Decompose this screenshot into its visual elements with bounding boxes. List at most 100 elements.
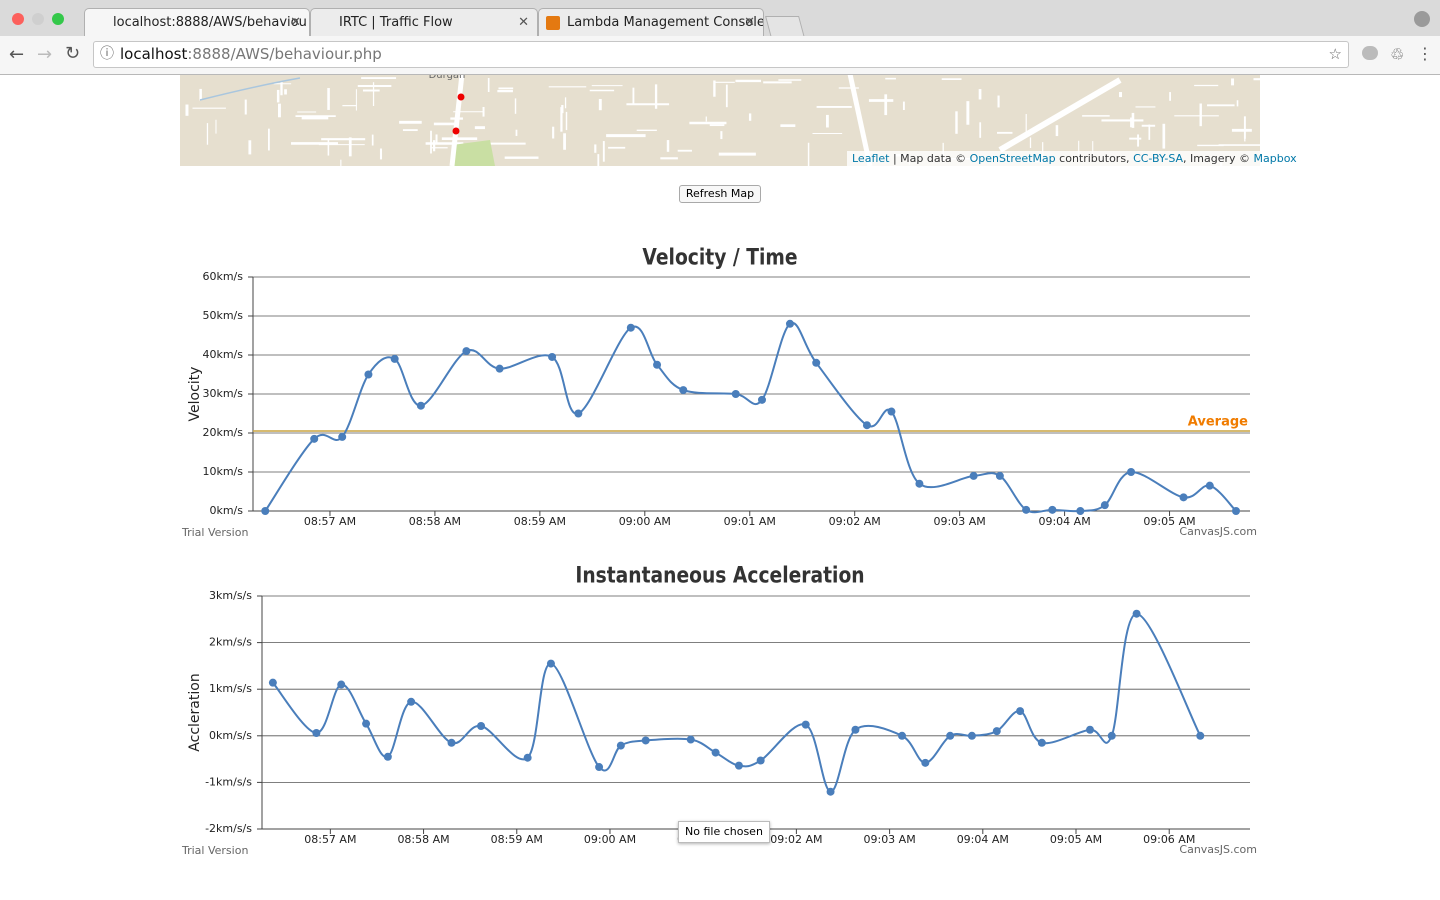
- data-point: [268, 678, 277, 687]
- data-point: [477, 722, 486, 731]
- data-point: [785, 319, 794, 328]
- x-tick-label: 09:03 AM: [863, 833, 915, 846]
- zoom-dot[interactable]: [52, 13, 64, 25]
- x-tick-label: 08:57 AM: [304, 515, 356, 528]
- data-point: [921, 758, 930, 767]
- data-point: [851, 725, 860, 734]
- data-point: [616, 741, 625, 750]
- y-tick-label: -2km/s/s: [205, 822, 252, 835]
- extension[interactable]: [1362, 46, 1378, 60]
- data-point: [1205, 481, 1214, 490]
- attribution-link[interactable]: OpenStreetMap: [969, 152, 1056, 165]
- tab-title: Lambda Management Console: [567, 15, 764, 30]
- data-point: [1022, 505, 1031, 514]
- chart-title: Velocity / Time: [642, 244, 797, 270]
- data-point: [1037, 738, 1046, 747]
- reload[interactable]: ↻: [65, 43, 81, 64]
- data-point: [1232, 507, 1241, 515]
- close-dot[interactable]: [12, 13, 24, 25]
- data-point: [679, 386, 688, 395]
- menu[interactable]: ⋮: [1417, 44, 1433, 63]
- data-point: [801, 720, 810, 729]
- x-tick-label: 08:59 AM: [491, 833, 543, 846]
- data-point: [1107, 731, 1116, 740]
- y-tick-label: -1km/s/s: [205, 775, 252, 788]
- y-tick-label: 1km/s/s: [209, 682, 252, 695]
- data-point: [862, 421, 871, 430]
- profile[interactable]: [1414, 11, 1430, 27]
- address-bar[interactable]: ⓘ localhost:8888/AWS/behaviour.php ☆: [93, 41, 1349, 68]
- data-point: [310, 434, 319, 443]
- line-series: [264, 322, 1237, 514]
- data-point: [898, 731, 907, 740]
- x-tick-label: 09:02 AM: [770, 833, 822, 846]
- data-point: [383, 752, 392, 761]
- y-tick-label: 0km/s/s: [209, 729, 252, 742]
- x-tick-label: 09:06 AM: [1143, 833, 1195, 846]
- data-point: [812, 358, 821, 367]
- main-road: [847, 73, 873, 167]
- map-marker: [457, 93, 465, 101]
- data-point: [734, 761, 743, 770]
- data-point: [407, 697, 416, 706]
- x-tick-label: 09:05 AM: [1050, 833, 1102, 846]
- data-point: [546, 659, 555, 668]
- streets: [185, 77, 1266, 179]
- url-path: :8888/AWS/behaviour.php: [187, 45, 382, 63]
- data-point: [548, 352, 557, 361]
- data-point: [574, 409, 583, 418]
- footer-left: Trial Version: [181, 844, 248, 857]
- average-label: Average: [1188, 415, 1248, 430]
- y-tick-label: 3km/s/s: [209, 589, 252, 602]
- attribution-link[interactable]: Leaflet: [852, 152, 890, 165]
- data-point: [992, 727, 1001, 736]
- tab-title: localhost:8888/AWS/behaviou: [113, 15, 307, 30]
- data-point: [495, 364, 504, 373]
- footer-left: Trial Version: [181, 526, 248, 539]
- x-tick-label: 09:01 AM: [724, 515, 776, 528]
- data-point: [731, 390, 740, 398]
- x-tick-label: 09:04 AM: [1038, 515, 1090, 528]
- data-point: [1179, 493, 1188, 502]
- attribution-link[interactable]: Mapbox: [1253, 152, 1297, 165]
- refresh-button[interactable]: Refresh Map: [679, 185, 761, 203]
- y-tick-label: 20km/s: [202, 426, 243, 439]
- y-tick-label: 0km/s: [209, 504, 243, 517]
- data-point: [1085, 725, 1094, 734]
- data-point: [626, 323, 635, 332]
- attribution-text: , Imagery ©: [1183, 152, 1254, 165]
- url-host: localhost: [120, 45, 188, 63]
- toolbar: ← → ↻ ⓘ localhost:8888/AWS/behaviour.php …: [0, 36, 1440, 74]
- data-point: [653, 360, 662, 369]
- data-point: [416, 401, 425, 410]
- tab[interactable]: Lambda Management Console ✕: [538, 8, 764, 36]
- data-point: [1132, 609, 1141, 618]
- forward[interactable]: →: [37, 44, 53, 65]
- minimize-dot[interactable]: [32, 13, 44, 25]
- data-point: [261, 507, 270, 515]
- data-point: [364, 370, 373, 379]
- x-tick-label: 08:58 AM: [409, 515, 461, 528]
- new-tab[interactable]: [765, 16, 805, 38]
- back[interactable]: ←: [9, 44, 25, 65]
- attribution-link[interactable]: CC-BY-SA: [1133, 152, 1184, 165]
- park: [452, 140, 495, 166]
- tab[interactable]: IRTC | Traffic Flow ✕: [310, 8, 538, 36]
- data-point: [1076, 507, 1085, 515]
- main-road: [449, 73, 465, 167]
- data-point: [641, 736, 650, 745]
- x-tick-label: 09:00 AM: [619, 515, 671, 528]
- browser-chrome: localhost:8888/AWS/behaviou ✕ IRTC | Traf…: [0, 0, 1440, 75]
- attribution-text: | Map data ©: [889, 152, 970, 165]
- extension[interactable]: ♲: [1390, 45, 1405, 64]
- data-point: [887, 407, 896, 416]
- y-tick-label: 2km/s/s: [209, 636, 252, 649]
- data-point: [967, 731, 976, 740]
- tab[interactable]: localhost:8888/AWS/behaviou ✕: [84, 8, 310, 36]
- x-tick-label: 09:05 AM: [1143, 515, 1195, 528]
- x-tick-label: 09:03 AM: [934, 515, 986, 528]
- data-point: [1048, 505, 1057, 514]
- data-point: [462, 347, 471, 356]
- map-bg: [180, 74, 1260, 166]
- data-point: [1016, 707, 1025, 716]
